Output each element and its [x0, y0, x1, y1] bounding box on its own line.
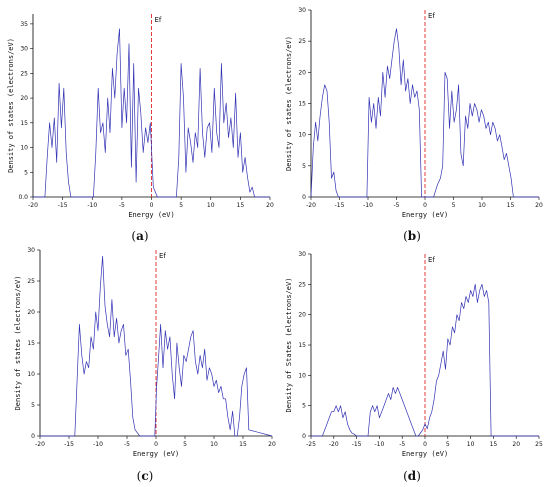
x-tick-label: 15 — [507, 202, 515, 209]
y-tick-label: 5 — [24, 169, 28, 176]
x-tick-label: 20 — [535, 202, 543, 209]
x-tick-label: 20 — [266, 202, 274, 209]
y-tick-label: 20 — [20, 95, 28, 102]
x-tick-label: -25 — [306, 441, 316, 448]
y-tick-label: 0 — [31, 433, 35, 440]
x-tick-label: 5 — [179, 202, 183, 209]
x-tick-label: 0 — [150, 202, 154, 209]
dos-series-line — [311, 283, 539, 437]
x-tick-label: 15 — [237, 202, 245, 209]
y-tick-label: 20 — [298, 312, 306, 319]
x-tick-label: 0 — [423, 202, 427, 209]
x-tick-label: -10 — [374, 441, 384, 448]
panel-d: -25 -20 -15 -10 -5 0 5 10 15 20 25 0 5 10 15 20 25 30 Ener… — [285, 251, 543, 483]
panel-caption: (a) — [131, 229, 148, 243]
y-axis-title: Density of states (electrons/eV) — [285, 36, 293, 171]
y-tick-label: 20 — [27, 309, 35, 316]
dos-series-line — [310, 28, 539, 198]
y-tick-label: 15 — [298, 342, 306, 349]
y-axis-title: Density of states (electrons/eV) — [14, 276, 22, 411]
x-tick-label: -10 — [87, 202, 97, 209]
x-tick-label: 5 — [183, 441, 187, 448]
x-tick-label: 10 — [467, 441, 475, 448]
y-tick-label: 25 — [27, 278, 35, 285]
x-tick-label: 10 — [207, 202, 215, 209]
x-tick-label: -5 — [399, 441, 405, 448]
panel-caption: (c) — [137, 469, 154, 483]
fermi-level-label: Ef — [155, 16, 162, 24]
x-tick-label: 15 — [490, 441, 498, 448]
dos-series-line — [40, 255, 273, 437]
x-tick-label: 5 — [446, 441, 450, 448]
panel-caption: (d) — [403, 469, 421, 483]
y-tick-label: 35 — [20, 21, 28, 28]
x-tick-label: 20 — [512, 441, 520, 448]
y-tick-label: 0 — [302, 433, 306, 440]
y-tick-label: 5 — [302, 163, 306, 170]
x-tick-label: -15 — [58, 202, 68, 209]
y-axis-title: Density of States (electrons/eV) — [285, 278, 293, 413]
x-tick-label: -15 — [335, 202, 345, 209]
y-tick-label: 30 — [20, 46, 28, 53]
y-tick-label: 30 — [298, 251, 306, 258]
x-tick-label: -20 — [329, 441, 339, 448]
x-axis-title: Energy (eV) — [133, 450, 179, 458]
y-tick-label: 15 — [298, 101, 306, 108]
y-tick-label: 10 — [298, 372, 306, 379]
x-tick-label: -5 — [394, 202, 400, 209]
y-tick-label: 10 — [298, 132, 306, 139]
y-tick-label: 25 — [298, 38, 306, 45]
x-tick-label: -5 — [119, 202, 125, 209]
y-tick-label: 20 — [298, 69, 306, 76]
x-tick-label: 0 — [154, 441, 158, 448]
x-tick-label: 25 — [535, 441, 543, 448]
x-tick-label: 10 — [478, 202, 486, 209]
y-tick-label: 5 — [302, 403, 306, 410]
panel-caption: (b) — [403, 229, 421, 243]
dos-series-line — [33, 28, 270, 198]
x-tick-label: -15 — [64, 441, 74, 448]
x-axis-title: Energy (eV) — [402, 211, 448, 219]
y-tick-label: 15 — [20, 120, 28, 127]
y-tick-label: 30 — [298, 7, 306, 14]
y-tick-label: 0 — [302, 194, 306, 201]
y-tick-label: 10 — [20, 145, 28, 152]
x-tick-label: 20 — [268, 441, 276, 448]
x-tick-label: -5 — [124, 441, 130, 448]
x-tick-label: -10 — [93, 441, 103, 448]
y-tick-label: 0.0 — [18, 194, 28, 201]
y-tick-label: 25 — [298, 281, 306, 288]
y-tick-label: 25 — [20, 70, 28, 77]
fermi-level-label: Ef — [428, 12, 435, 20]
x-axis-title: Energy (eV) — [128, 211, 174, 219]
y-tick-label: 10 — [27, 371, 35, 378]
x-tick-label: 0 — [423, 441, 427, 448]
x-tick-label: -10 — [363, 202, 373, 209]
x-tick-label: 10 — [210, 441, 218, 448]
y-tick-label: 30 — [27, 247, 35, 254]
x-axis-title: Energy (eV) — [402, 450, 448, 458]
y-axis-title: Density of states (electrons/eV) — [7, 38, 15, 173]
panel-a: -20 -15 -10 -5 0 5 10 15 20 0.0 5 10 15 20 25 30 35 Energ… — [7, 14, 274, 243]
panel-b: -20 -15 -10 -5 0 5 10 15 20 0 5 10 15 20 25 30 Energy (e… — [285, 7, 543, 243]
fermi-level-label: Ef — [428, 256, 435, 264]
x-tick-label: 15 — [239, 441, 247, 448]
y-tick-label: 15 — [27, 340, 35, 347]
x-tick-label: -15 — [352, 441, 362, 448]
x-tick-label: -20 — [35, 441, 45, 448]
fermi-level-label: Ef — [159, 252, 166, 260]
x-tick-label: -20 — [28, 202, 38, 209]
x-tick-label: 5 — [452, 202, 456, 209]
x-tick-label: -20 — [306, 202, 316, 209]
panel-c: -20 -15 -10 -5 0 5 10 15 20 0 5 10 15 20 25 30 Energy (e… — [14, 247, 276, 483]
y-tick-label: 5 — [31, 402, 35, 409]
